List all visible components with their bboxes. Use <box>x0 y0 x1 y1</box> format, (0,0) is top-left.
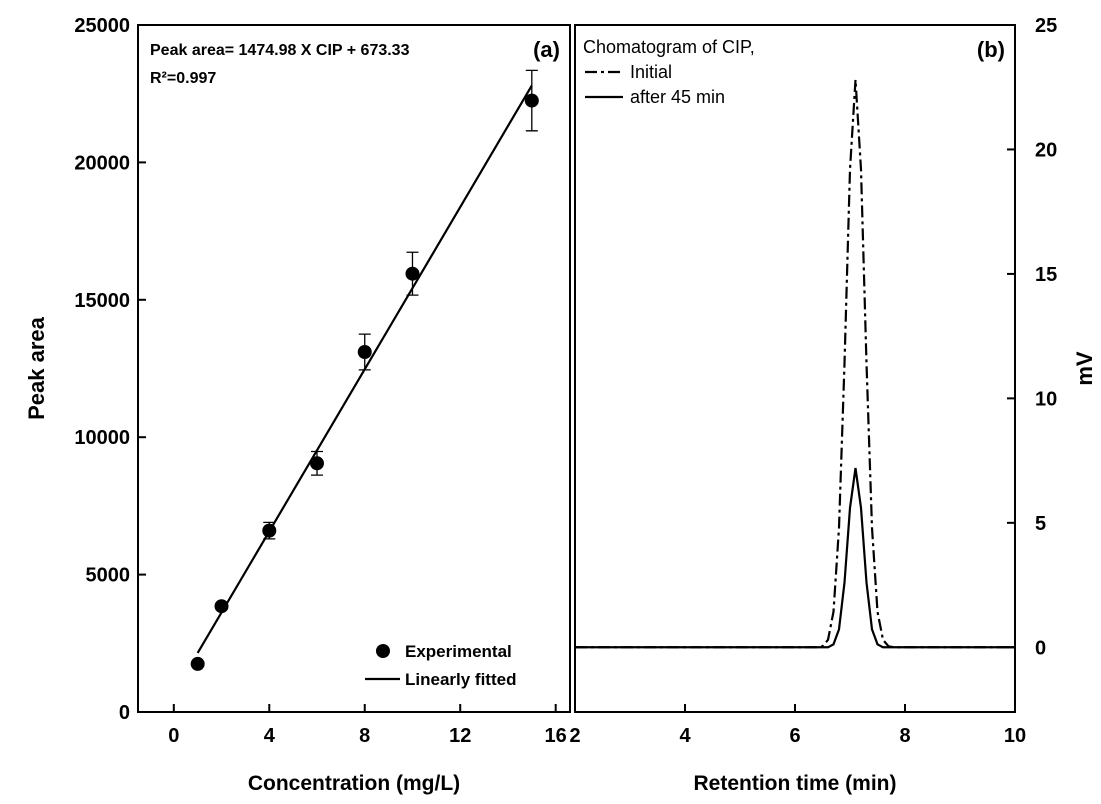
fit-line <box>196 84 533 654</box>
x-axis-label: Retention time (min) <box>694 772 897 795</box>
x-tick-label: 4 <box>679 725 691 747</box>
x-tick-label: 16 <box>545 725 567 747</box>
x-tick-label: 8 <box>359 725 370 747</box>
y-axis-label: mV <box>1072 351 1097 386</box>
data-point <box>190 656 205 671</box>
x-tick-label: 12 <box>449 725 471 747</box>
panel-label: (b) <box>977 37 1005 62</box>
y-tick-label: 0 <box>1035 637 1046 659</box>
y-tick-label: 20000 <box>74 152 130 174</box>
y-tick-label: 15000 <box>74 290 130 312</box>
data-point <box>214 599 229 614</box>
data-point <box>310 456 325 471</box>
y-axis-label: Peak area <box>24 316 49 420</box>
y-tick-label: 20 <box>1035 139 1057 161</box>
x-tick-label: 6 <box>789 725 800 747</box>
legend-label: Experimental <box>405 642 512 661</box>
data-point <box>357 345 372 360</box>
y-tick-label: 10 <box>1035 388 1057 410</box>
x-tick-label: 2 <box>569 725 580 747</box>
x-tick-label: 10 <box>1004 725 1026 747</box>
legend-marker <box>376 644 390 658</box>
annotation: R²=0.997 <box>150 70 216 87</box>
x-tick-label: 8 <box>899 725 910 747</box>
y-tick-label: 25 <box>1035 15 1057 37</box>
data-point <box>405 266 420 281</box>
y-tick-label: 5000 <box>86 565 131 587</box>
data-point <box>524 93 539 108</box>
x-tick-label: 0 <box>168 725 179 747</box>
legend-label: after 45 min <box>630 87 725 107</box>
chromatogram-line <box>575 467 1015 649</box>
chromatogram-line <box>575 79 1015 649</box>
plot-frame <box>574 24 1016 713</box>
annotation: Peak area= 1474.98 X CIP + 673.33 <box>150 42 410 59</box>
y-tick-label: 10000 <box>74 427 130 449</box>
y-tick-label: 15 <box>1035 264 1057 286</box>
legend-title: Chomatogram of CIP, <box>583 37 755 57</box>
x-tick-label: 4 <box>264 725 276 747</box>
legend-label: Linearly fitted <box>405 670 516 689</box>
plot-frame <box>137 24 571 713</box>
legend-label: Initial <box>630 62 672 82</box>
y-tick-label: 25000 <box>74 15 130 37</box>
y-tick-label: 0 <box>119 702 130 724</box>
y-tick-label: 5 <box>1035 513 1046 535</box>
panel-label: (a) <box>533 37 560 62</box>
x-axis-label: Concentration (mg/L) <box>248 772 460 795</box>
